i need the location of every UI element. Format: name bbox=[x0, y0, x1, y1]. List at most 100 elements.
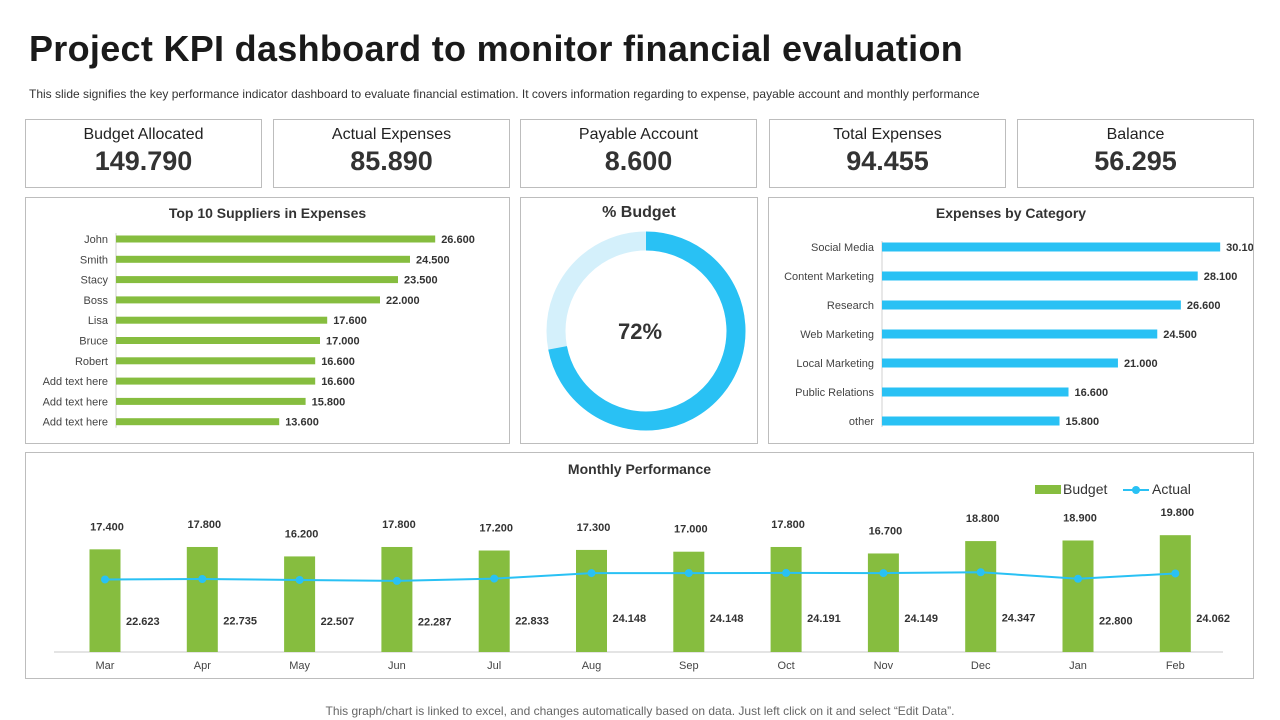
budget-bar bbox=[867, 553, 899, 652]
category-label: Public Relations bbox=[795, 387, 874, 399]
actual-label: 24.191 bbox=[807, 613, 841, 625]
data-label: 16.600 bbox=[321, 376, 355, 388]
budget-label: 19.800 bbox=[1160, 507, 1194, 519]
budget-bar bbox=[576, 549, 607, 652]
data-label: 15.800 bbox=[1066, 416, 1100, 428]
actual-label: 24.149 bbox=[904, 613, 938, 625]
legend-marker-actual bbox=[1132, 486, 1140, 494]
budget-bar bbox=[284, 556, 316, 652]
kpi-label: Payable Account bbox=[578, 126, 699, 143]
actual-point bbox=[392, 576, 401, 585]
bar bbox=[116, 357, 316, 365]
kpi-value: 8.600 bbox=[604, 146, 673, 176]
budget-label: 17.800 bbox=[382, 519, 416, 531]
month-label: May bbox=[289, 660, 310, 672]
legend-label-actual: Actual bbox=[1152, 481, 1191, 497]
actual-label: 22.287 bbox=[418, 616, 452, 628]
bar bbox=[116, 276, 398, 284]
monthly-panel: Monthly Performance 17.400 Mar 22.623 17.80… bbox=[25, 452, 1254, 679]
monthly-chart[interactable]: 17.400 Mar 22.623 17.800 Apr 22.735 16.200 May 2… bbox=[26, 453, 1253, 678]
kpi-label: Total Expenses bbox=[833, 126, 942, 143]
data-label: 16.600 bbox=[1075, 387, 1109, 399]
data-label: 26.600 bbox=[1187, 300, 1221, 312]
month-label: Apr bbox=[194, 660, 211, 672]
actual-point bbox=[976, 568, 985, 577]
bar bbox=[882, 416, 1060, 426]
kpi-label: Budget Allocated bbox=[83, 126, 204, 143]
data-label: 26.600 bbox=[441, 234, 475, 246]
actual-label: 22.623 bbox=[126, 616, 160, 628]
kpi-value: 149.790 bbox=[94, 146, 193, 176]
bar bbox=[882, 358, 1118, 368]
donut-center-label: 72% bbox=[618, 319, 662, 344]
suppliers-chart-title: Top 10 Suppliers in Expenses bbox=[168, 205, 367, 221]
budget-label: 18.800 bbox=[966, 513, 1000, 525]
budget-bar bbox=[381, 546, 413, 652]
bar bbox=[882, 387, 1069, 397]
actual-label: 22.735 bbox=[223, 616, 257, 628]
bar bbox=[116, 296, 380, 304]
budget-bar bbox=[965, 541, 997, 652]
bar bbox=[116, 255, 410, 263]
kpi-card-total-expenses: Total Expenses 94.455 bbox=[769, 119, 1006, 188]
suppliers-panel: Top 10 Suppliers in Expenses John 26.600 S… bbox=[25, 197, 510, 444]
suppliers-chart[interactable]: John 26.600 Smith 24.500 Stacy 23.500 Boss 22.0… bbox=[26, 198, 509, 443]
kpi-card-actual-expenses: Actual Expenses 85.890 bbox=[273, 119, 510, 188]
data-label: 21.000 bbox=[1124, 358, 1158, 370]
actual-label: 24.148 bbox=[613, 613, 647, 625]
data-label: 30.100 bbox=[1226, 242, 1253, 254]
budget-label: 18.900 bbox=[1063, 512, 1097, 524]
budget-bar bbox=[478, 550, 510, 652]
actual-label: 22.833 bbox=[515, 615, 549, 627]
budget-label: 17.000 bbox=[674, 524, 708, 536]
data-label: 23.500 bbox=[404, 275, 438, 287]
budget-bar bbox=[1062, 540, 1094, 652]
kpi-card-payable-account: Payable Account 8.600 bbox=[520, 119, 757, 188]
budget-label: 17.300 bbox=[577, 522, 611, 534]
actual-point bbox=[684, 569, 693, 578]
category-panel: Expenses by Category Social Media 30.100 C… bbox=[768, 197, 1254, 444]
budget-label: 17.200 bbox=[479, 523, 513, 535]
category-label: Bruce bbox=[79, 336, 108, 348]
actual-line bbox=[104, 571, 1176, 582]
actual-point bbox=[879, 569, 888, 578]
data-label: 22.000 bbox=[386, 295, 420, 307]
actual-point bbox=[198, 575, 207, 584]
bar bbox=[116, 316, 328, 324]
month-label: Sep bbox=[679, 660, 699, 672]
actual-point bbox=[587, 569, 596, 578]
category-label: Add text here bbox=[43, 396, 108, 408]
category-label: Boss bbox=[84, 295, 109, 307]
budget-chart-title: % Budget bbox=[602, 204, 676, 221]
category-label: Content Marketing bbox=[784, 271, 874, 283]
actual-point bbox=[295, 575, 304, 584]
month-label: Feb bbox=[1166, 660, 1185, 672]
budget-panel: % Budget 72% bbox=[520, 197, 758, 444]
bar bbox=[116, 397, 306, 405]
category-chart[interactable]: Social Media 30.100 Content Marketing 28.10… bbox=[769, 198, 1253, 443]
actual-point bbox=[782, 568, 791, 577]
monthly-chart-title: Monthly Performance bbox=[567, 461, 712, 477]
data-label: 24.500 bbox=[1163, 329, 1197, 341]
category-label: Lisa bbox=[88, 315, 109, 327]
bar bbox=[882, 271, 1198, 281]
budget-donut-chart[interactable]: 72% bbox=[521, 198, 757, 443]
category-label: Robert bbox=[75, 356, 108, 368]
kpi-value: 85.890 bbox=[350, 146, 433, 176]
budget-bar bbox=[186, 546, 218, 652]
bar bbox=[116, 235, 436, 243]
data-label: 16.600 bbox=[321, 356, 355, 368]
month-label: Jul bbox=[487, 660, 501, 672]
month-label: Jun bbox=[388, 660, 406, 672]
kpi-label: Balance bbox=[1106, 126, 1165, 143]
legend-swatch-budget bbox=[1035, 485, 1061, 494]
budget-label: 16.700 bbox=[869, 525, 903, 537]
bar bbox=[882, 329, 1158, 339]
bar bbox=[116, 418, 280, 426]
kpi-card-budget-allocated: Budget Allocated 149.790 bbox=[25, 119, 262, 188]
category-label: John bbox=[84, 234, 108, 246]
month-label: Aug bbox=[582, 660, 602, 672]
donut-slice-used bbox=[548, 231, 746, 431]
month-label: Oct bbox=[778, 660, 795, 672]
category-label: Web Marketing bbox=[800, 329, 874, 341]
